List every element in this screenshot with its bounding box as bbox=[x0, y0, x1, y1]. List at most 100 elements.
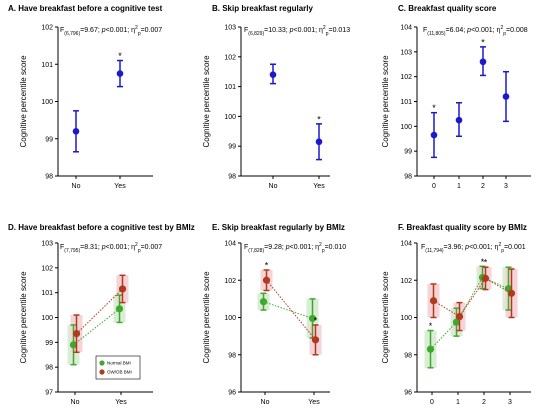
panel-title: A. Have breakfast before a cognitive tes… bbox=[8, 4, 163, 13]
data-point bbox=[430, 131, 438, 139]
y-tick-label: 103 bbox=[400, 49, 412, 56]
y-tick-label: 98 bbox=[404, 352, 412, 359]
y-tick-label: 103 bbox=[224, 25, 236, 32]
series-normal-bmi bbox=[259, 292, 317, 339]
x-tick-label: 2 bbox=[481, 183, 485, 190]
data-point bbox=[118, 285, 127, 293]
significance-marker: * bbox=[484, 258, 488, 268]
x-tick-label: No bbox=[269, 183, 278, 190]
data-point bbox=[455, 116, 463, 124]
chart-panel-f: F. Breakfast quality score by BMIz F(11,7… bbox=[381, 223, 531, 406]
y-tick-label: 96 bbox=[404, 390, 412, 397]
data-point bbox=[479, 58, 487, 66]
x-tick-label: 3 bbox=[504, 183, 508, 190]
data-point bbox=[259, 298, 268, 306]
significance-marker: * bbox=[481, 37, 485, 47]
data-point bbox=[507, 289, 516, 297]
data-point bbox=[481, 274, 490, 282]
series-ow-ob-bmi: * bbox=[429, 258, 516, 332]
x-tick-label: 0 bbox=[430, 399, 434, 406]
series-line bbox=[433, 277, 512, 318]
y-axis-label: Cognitive percentile score bbox=[19, 55, 28, 148]
series-ow-ob-bmi: ** bbox=[262, 261, 320, 356]
y-tick-label: 104 bbox=[400, 241, 412, 248]
panel-title: E. Skip breakfast regularly by BMIz bbox=[212, 223, 345, 232]
data-point bbox=[452, 318, 461, 326]
series-main: ** bbox=[430, 37, 510, 159]
y-axis-label: Cognitive percentile score bbox=[202, 55, 211, 148]
data-point bbox=[69, 341, 78, 349]
data-point bbox=[315, 138, 323, 146]
series-ow-ob-bmi bbox=[72, 274, 127, 354]
y-tick-label: 104 bbox=[400, 25, 412, 32]
chart-panel-b: B. Skip breakfast regularly F(6,829)=10.3… bbox=[202, 4, 350, 190]
y-axis-label: Cognitive percentile score bbox=[19, 271, 28, 364]
x-tick-label: 0 bbox=[432, 183, 436, 190]
legend-marker bbox=[99, 369, 105, 375]
y-tick-label: 99 bbox=[45, 136, 53, 143]
significance-marker: * bbox=[314, 315, 318, 325]
x-tick-label: 2 bbox=[482, 399, 486, 406]
y-axis-label: Cognitive percentile score bbox=[381, 55, 390, 148]
y-tick-label: 99 bbox=[45, 340, 53, 347]
panel-title: C. Breakfast quality score bbox=[398, 4, 497, 13]
series-main: * bbox=[269, 63, 323, 161]
data-point bbox=[115, 305, 124, 313]
y-tick-label: 96 bbox=[228, 390, 236, 397]
series-normal-bmi bbox=[69, 294, 124, 366]
stat-annotation: F(11,805)=6.04; p<0.001; η2p=0.008 bbox=[423, 25, 528, 37]
y-tick-label: 100 bbox=[41, 99, 53, 106]
x-tick-label: Yes bbox=[115, 399, 127, 406]
legend-marker bbox=[99, 360, 105, 366]
x-tick-label: Yes bbox=[308, 399, 320, 406]
chart-panel-e: E. Skip breakfast regularly by BMIz F(7,8… bbox=[202, 223, 346, 406]
x-tick-label: 1 bbox=[456, 399, 460, 406]
y-tick-label: 98 bbox=[45, 365, 53, 372]
panel-title: B. Skip breakfast regularly bbox=[212, 4, 313, 13]
y-tick-label: 98 bbox=[228, 352, 236, 359]
series-main: * bbox=[72, 51, 124, 153]
series-line bbox=[430, 276, 509, 350]
significance-marker: * bbox=[265, 261, 269, 271]
y-tick-label: 101 bbox=[41, 62, 53, 69]
data-point bbox=[262, 276, 271, 284]
y-tick-label: 102 bbox=[224, 54, 236, 61]
y-tick-label: 100 bbox=[41, 315, 53, 322]
stat-annotation: F(7,828)=9.28; p<0.001; η2p=0.010 bbox=[244, 242, 346, 254]
significance-marker: * bbox=[432, 103, 436, 113]
data-point bbox=[269, 71, 277, 78]
y-tick-label: 101 bbox=[224, 84, 236, 91]
chart-panel-a: A. Have breakfast before a cognitive tes… bbox=[8, 4, 163, 190]
y-tick-label: 101 bbox=[41, 290, 53, 297]
y-tick-label: 99 bbox=[228, 144, 236, 151]
data-point bbox=[308, 314, 317, 323]
x-tick-label: No bbox=[261, 399, 270, 406]
data-point bbox=[429, 297, 438, 305]
y-tick-label: 98 bbox=[45, 174, 53, 181]
significance-marker: * bbox=[317, 114, 321, 124]
y-tick-label: 99 bbox=[404, 149, 412, 156]
panel-title: F. Breakfast quality score by BMIz bbox=[398, 223, 527, 232]
data-point bbox=[116, 70, 124, 77]
series-line bbox=[266, 279, 316, 341]
data-point bbox=[455, 312, 464, 321]
x-tick-label: 1 bbox=[457, 183, 461, 190]
y-tick-label: 100 bbox=[224, 315, 236, 322]
series-line bbox=[263, 301, 313, 319]
series-line bbox=[73, 308, 120, 346]
chart-panel-c: C. Breakfast quality score F(11,805)=6.04… bbox=[381, 4, 531, 190]
y-tick-label: 102 bbox=[224, 278, 236, 285]
data-point bbox=[311, 336, 320, 344]
data-point bbox=[72, 128, 80, 135]
data-point bbox=[502, 93, 510, 100]
y-tick-label: 102 bbox=[400, 74, 412, 81]
y-tick-label: 100 bbox=[224, 114, 236, 121]
y-axis-label: Cognitive percentile score bbox=[202, 271, 211, 364]
legend: Normal BMI OW/OB BMI bbox=[95, 355, 141, 380]
y-axis-label: Cognitive percentile score bbox=[381, 271, 390, 364]
stat-annotation: F(7,795)=8.31; p<0.001; η2p=0.007 bbox=[60, 242, 162, 254]
y-tick-label: 98 bbox=[228, 174, 236, 181]
legend-label: Normal BMI bbox=[107, 361, 131, 366]
x-tick-label: 3 bbox=[508, 399, 512, 406]
